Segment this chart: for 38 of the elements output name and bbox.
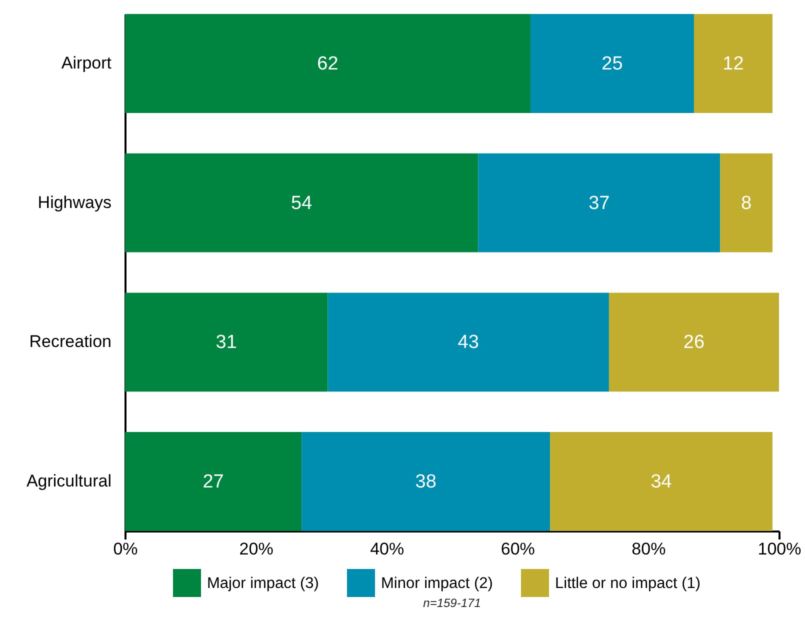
x-tick-label: 60% — [500, 540, 535, 558]
text: n=159-171 — [423, 596, 481, 610]
bar — [125, 153, 478, 252]
x-tick-label: 80% — [632, 540, 666, 558]
bar — [478, 153, 720, 252]
data-label: 31 — [216, 332, 237, 354]
data-label: 8 — [741, 192, 752, 214]
y-tick-label: Highways — [38, 192, 112, 212]
bar — [550, 432, 772, 531]
y-tick-label: Agricultural — [26, 472, 112, 491]
bar — [328, 292, 609, 392]
data-label: 26 — [683, 332, 705, 354]
data-label: 12 — [722, 53, 744, 74]
data-label: 34 — [650, 472, 672, 493]
x-tick-label: 0% — [113, 540, 138, 558]
legend-label: Little or no impact (1) — [555, 575, 701, 592]
bar — [125, 292, 328, 392]
x-tick-label: 100% — [758, 540, 802, 558]
bar — [530, 14, 694, 113]
data-label: 38 — [415, 472, 436, 493]
data-label: 43 — [458, 332, 479, 354]
legend-label: Major impact (3) — [207, 575, 319, 592]
bar — [125, 432, 302, 531]
y-tick-label: Airport — [61, 53, 112, 72]
bar — [608, 292, 779, 392]
y-tick-label: Recreation — [29, 332, 112, 352]
bar — [302, 432, 550, 531]
data-label: 25 — [602, 53, 623, 74]
legend-label: Minor impact (2) — [381, 575, 493, 592]
data-label: 54 — [291, 192, 313, 214]
x-tick-label: 40% — [370, 540, 404, 558]
bar — [125, 14, 530, 113]
data-label: 37 — [588, 192, 610, 214]
data-label: 62 — [317, 53, 338, 74]
bar — [720, 153, 772, 252]
x-tick-label: 20% — [239, 540, 274, 558]
data-label: 27 — [202, 472, 224, 493]
bar — [694, 14, 772, 113]
